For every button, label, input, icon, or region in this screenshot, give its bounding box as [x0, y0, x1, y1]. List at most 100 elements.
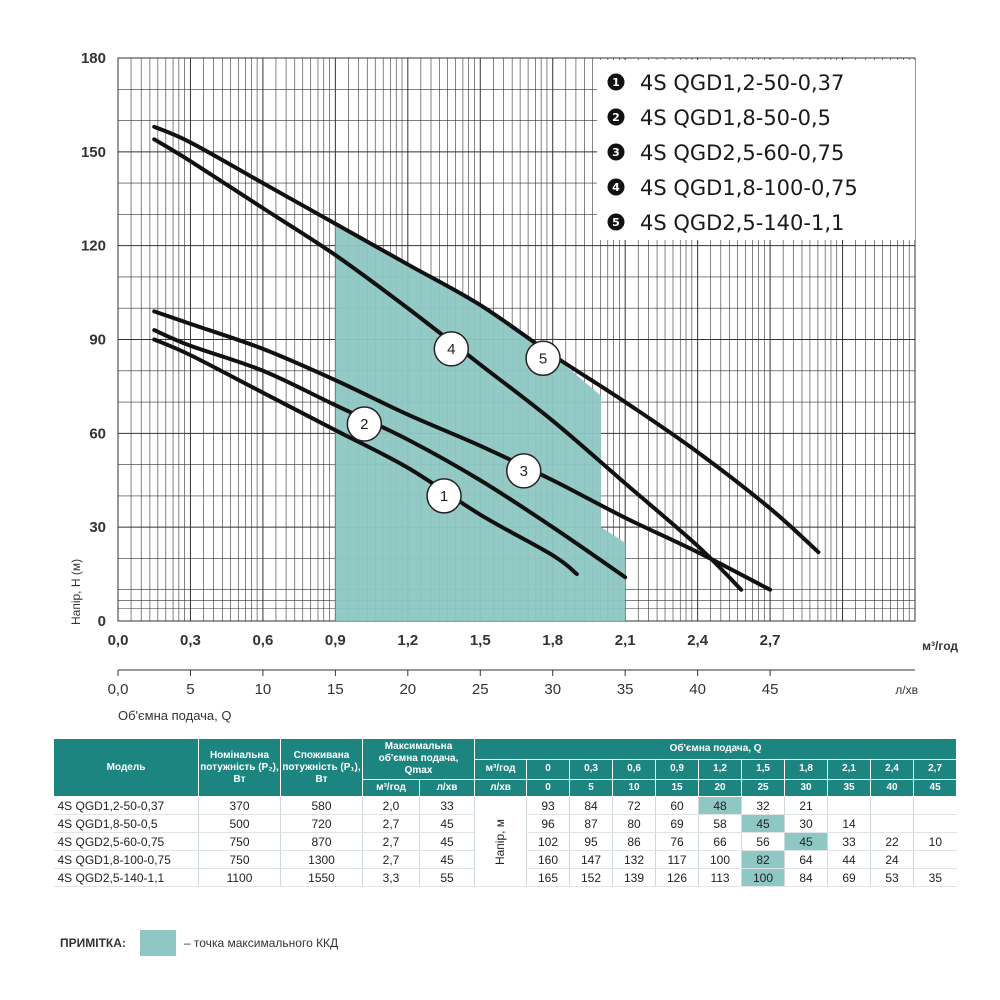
legend: 1 4S QGD1,2-50-0,37 2 4S QGD1,8-50-0,5 3 4S Q… [597, 60, 915, 240]
cell-head-value: 86 [612, 832, 656, 851]
performance-table: Модель Номінальна потужність (P₂), Вт Сп… [53, 738, 958, 887]
x-axis-label: Об'ємна подача, Q [118, 708, 231, 723]
legend-entry-5: 4S QGD2,5-140-1,1 [640, 211, 844, 235]
cell-head-value: 160 [526, 850, 570, 869]
header-consumed-power: Споживана потужність (P₁), Вт [280, 738, 363, 797]
cell-head-value: 53 [870, 868, 914, 887]
y-tick-label: 60 [89, 425, 106, 442]
x-tick-label: 1,5 [470, 632, 491, 649]
curve-series-3 [152, 309, 773, 592]
cell-head-value: 72 [612, 796, 656, 815]
curve-series-5 [152, 124, 821, 555]
header-flow-m3h-value: 2,7 [913, 758, 958, 780]
header-flow-m3h-value: 0,3 [569, 758, 614, 780]
table-body: 4S QGD1,2-50-0,37 370 580 2,0 33 Напір, м 93 84… [53, 796, 957, 887]
cell-head-value: 84 [569, 796, 613, 815]
header-flow-lmin-value: 35 [827, 779, 872, 797]
x2-tick-label: 5 [186, 681, 194, 698]
cell-qmax-m3h: 2,0 [362, 796, 420, 815]
legend-bullet-2 [607, 108, 625, 126]
header-flow-m3h-value: 0,6 [612, 758, 657, 780]
cell-nominal-power: 750 [198, 850, 281, 869]
head-label-text: Напір, м [493, 818, 508, 865]
header-qmax-lmin: л/хв [418, 779, 476, 797]
header-flow-lmin-value: 10 [612, 779, 657, 797]
cell-head-value: 44 [827, 850, 871, 869]
curve-markers: 1 2 3 4 5 [346, 331, 561, 514]
header-flow-lmin-value: 5 [569, 779, 614, 797]
legend-background [597, 60, 915, 240]
cell-qmax-m3h: 2,7 [362, 850, 420, 869]
x2-tick-label: 35 [617, 681, 634, 698]
legend-bullet-1 [607, 73, 625, 91]
y-tick-label: 90 [89, 332, 106, 349]
x-tick-label: 0,0 [108, 632, 129, 649]
cell-head-value: 33 [827, 832, 871, 851]
curve-marker-1 [426, 478, 462, 514]
cell-head-value: 76 [655, 832, 699, 851]
x-tick-label: 2,4 [687, 632, 709, 649]
x-tick-label: 0,6 [252, 632, 273, 649]
y-tick-label: 30 [89, 519, 106, 536]
cell-head-value: 10 [913, 832, 957, 851]
header-flow-m3h-value: 1,5 [741, 758, 786, 780]
cell-head-value: 100 [698, 850, 742, 869]
header-flow-m3h-value: 0 [526, 758, 571, 780]
header-flow-m3h-value: 0,9 [655, 758, 700, 780]
header-model: Модель [53, 738, 199, 797]
cell-head-value: 48 [698, 796, 742, 815]
performance-table-wrapper: Модель Номінальна потужність (P₂), Вт Сп… [53, 738, 958, 887]
curve-series-2 [152, 328, 628, 580]
x-tick-label: 1,2 [397, 632, 418, 649]
cell-model: 4S QGD2,5-60-0,75 [53, 832, 199, 851]
curve-marker-2 [346, 406, 383, 442]
cell-head-value [913, 850, 957, 869]
header-flow-lmin-value: 40 [870, 779, 915, 797]
cell-qmax-lmin: 33 [418, 796, 475, 815]
x2-tick-label: 15 [327, 681, 344, 698]
header-flow-m3h-value: 2,4 [870, 758, 915, 780]
cell-head-value: 35 [913, 868, 957, 887]
cell-model: 4S QGD1,2-50-0,37 [53, 796, 199, 815]
table-row: 4S QGD1,2-50-0,37 370 580 2,0 33 Напір, м 93 84… [53, 796, 957, 887]
x2-tick-label: 30 [544, 681, 561, 698]
cell-consumed-power: 580 [280, 796, 363, 815]
cell-qmax-lmin: 55 [418, 868, 475, 887]
shaded-zone [335, 223, 626, 621]
header-flow-m3h-value: 1,2 [698, 758, 743, 780]
note-label: ПРИМІТКА: [60, 936, 126, 950]
table-row: 4S QGD1,8-50-0,5 500 720 2,7 45 96 87 80 69 58 45 3… [53, 814, 957, 833]
curve-marker-label: 3 [520, 463, 528, 480]
cell-head-value: 58 [698, 814, 742, 833]
cell-head-value: 21 [784, 796, 828, 815]
header-m3h: м³/год [474, 758, 528, 780]
curve-marker-3 [505, 453, 542, 489]
legend-entry-3: 4S QGD2,5-60-0,75 [640, 141, 844, 165]
max-efficiency-zone [335, 223, 626, 621]
table-row: 4S QGD1,8-100-0,75 750 1300 2,7 45 160 147 132 1… [53, 850, 957, 869]
header-qmax-m3h: м³/год [362, 779, 420, 797]
cell-consumed-power: 720 [280, 814, 363, 833]
cell-head-value: 87 [569, 814, 613, 833]
cell-qmax-m3h: 3,3 [362, 868, 420, 887]
cell-head-value: 14 [827, 814, 871, 833]
curve-series-1 [152, 337, 579, 577]
cell-qmax-lmin: 45 [418, 832, 475, 851]
header-max-flow: Максимальна об'ємна подача, Qmax [361, 738, 476, 780]
cell-head-value [870, 796, 914, 815]
legend-entry-1: 4S QGD1,2-50-0,37 [640, 71, 844, 95]
table-row: 4S QGD2,5-140-1,1 1100 1550 3,3 55 165 152 139 1… [53, 868, 957, 887]
cell-head-value: 22 [870, 832, 914, 851]
cell-model: 4S QGD1,8-50-0,5 [53, 814, 199, 833]
header-flow: Об'ємна подача, Q [474, 738, 958, 760]
cell-nominal-power: 750 [198, 832, 281, 851]
note: ПРИМІТКА: – точка максимального ККД [60, 928, 338, 958]
legend-bullet-number: 5 [612, 216, 620, 229]
legend-entry-4: 4S QGD1,8-100-0,75 [640, 176, 858, 200]
legend-bullet-number: 3 [612, 146, 620, 159]
legend-bullet-5 [607, 213, 625, 231]
note-swatch [139, 930, 176, 956]
cell-head-value: 80 [612, 814, 656, 833]
cell-head-value: 60 [655, 796, 699, 815]
